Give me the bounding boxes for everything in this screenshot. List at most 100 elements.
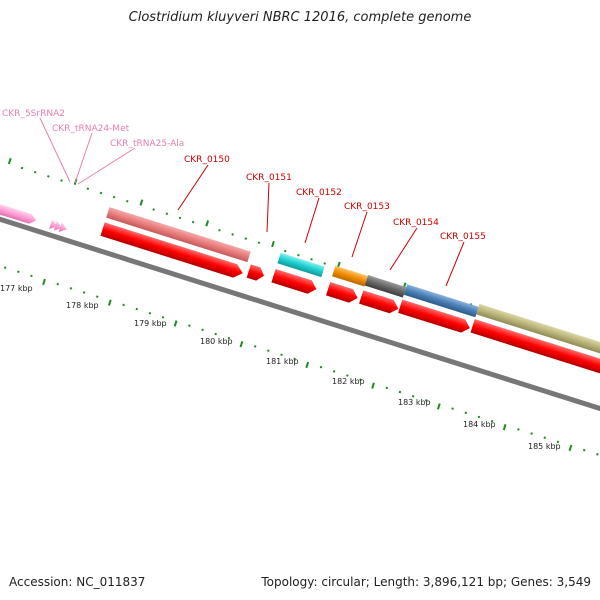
scale-label-182: 182 kbp (332, 377, 365, 386)
genome-summary-label: Topology: circular; Length: 3,896,121 bp… (261, 575, 591, 589)
cds-ckr-0154[interactable] (359, 290, 400, 315)
label-ckr-trna24-met[interactable]: CKR_tRNA24-Met (52, 124, 130, 134)
minor-tick (56, 282, 60, 286)
minor-tick (359, 378, 362, 381)
minor-tick (280, 353, 283, 356)
minor-tick (201, 328, 204, 332)
minor-tick (165, 212, 169, 215)
minor-tick (188, 324, 191, 327)
label-ckr-0151[interactable]: CKR_0151 (246, 173, 292, 183)
feature-ckr-0152[interactable] (277, 252, 325, 278)
label-ckr-0154[interactable]: CKR_0154 (393, 218, 439, 228)
cds-ckr-0151[interactable] (246, 264, 266, 282)
feature-ckr-0154[interactable] (364, 275, 407, 298)
minor-tick (267, 349, 270, 352)
scale-label-177: 177 kbp (0, 284, 33, 293)
minor-tick (191, 220, 195, 224)
feature-ckr-0150[interactable] (106, 207, 251, 263)
minor-tick (112, 195, 116, 199)
label-ckr-5srrna2[interactable]: CKR_5SrRNA2 (2, 109, 65, 119)
accession-label: Accession: NC_011837 (9, 575, 146, 589)
minor-tick (218, 229, 221, 232)
minor-tick (425, 399, 428, 402)
callout-line-ckr-0152 (304, 197, 320, 244)
scale-label-179: 179 kbp (134, 319, 167, 328)
label-ckr-0155[interactable]: CKR_0155 (440, 232, 486, 242)
minor-tick (530, 432, 533, 435)
cds-track (100, 222, 600, 382)
callout-line-trna-ala (77, 147, 136, 185)
minor-tick (122, 303, 125, 307)
label-ckr-0153[interactable]: CKR_0153 (344, 202, 390, 212)
scale-label-178: 178 kbp (66, 301, 99, 310)
cds-next[interactable] (470, 319, 600, 382)
scale-label-181: 181 kbp (266, 357, 299, 366)
minor-tick (451, 407, 454, 410)
minor-tick (253, 345, 257, 348)
major-tick (502, 424, 507, 431)
minor-tick (20, 166, 24, 170)
major-tick (239, 341, 244, 348)
major-tick (7, 157, 12, 165)
minor-tick (411, 394, 415, 398)
minor-tick (86, 187, 90, 191)
minor-tick (556, 440, 560, 444)
minor-tick (95, 295, 99, 298)
callout-line-ckr-0154 (389, 227, 418, 271)
rna-labels: CKR_5SrRNA2 CKR_tRNA24-Met CKR_tRNA25-Al… (2, 109, 184, 149)
callout-line-ckr-0155 (445, 241, 465, 287)
feature-ckr-0153[interactable] (332, 265, 368, 287)
label-ckr-0152[interactable]: CKR_0152 (296, 188, 342, 198)
callout-lines (39, 117, 465, 287)
minor-tick (3, 266, 7, 269)
scale-labels: 177 kbp 178 kbp 179 kbp 180 kbp 181 kbp … (0, 284, 561, 451)
major-tick (173, 320, 178, 327)
trna-ala-feature-b[interactable] (58, 222, 69, 234)
minor-tick (596, 453, 599, 456)
scale-label-183: 183 kbp (398, 398, 431, 407)
minor-tick (69, 287, 73, 290)
minor-tick (283, 249, 287, 253)
scale-label-185: 185 kbp (528, 442, 561, 451)
minor-tick (99, 191, 103, 195)
callout-line-trna-met (74, 132, 93, 184)
rna-track (0, 200, 69, 234)
minor-tick (17, 270, 20, 273)
minor-tick (244, 237, 248, 240)
minor-tick (323, 262, 326, 265)
genome-backbone (0, 212, 600, 416)
genome-title: Clostridium kluyveri NBRC 12016, complet… (128, 10, 472, 25)
gene-labels: CKR_0150 CKR_0151 CKR_0152 CKR_0153 CKR_… (184, 155, 486, 242)
label-ckr-trna25-ala[interactable]: CKR_tRNA25-Ala (110, 139, 184, 149)
major-tick (107, 299, 112, 306)
callout-line-ckr-0151 (266, 182, 270, 233)
callout-line-rrna (39, 117, 71, 183)
minor-tick (464, 411, 468, 415)
cds-ckr-0155[interactable] (398, 299, 472, 334)
minor-tick (33, 170, 37, 174)
minor-tick (126, 199, 129, 203)
major-tick (305, 361, 310, 369)
scale-label-180: 180 kbp (200, 337, 233, 346)
feature-next[interactable] (476, 303, 600, 363)
callout-line-ckr-0150 (177, 164, 209, 211)
inner-tick-row (3, 266, 599, 456)
minor-tick (543, 436, 546, 439)
minor-tick (293, 357, 296, 361)
minor-tick (319, 365, 323, 369)
cds-ckr-0152[interactable] (271, 268, 318, 296)
cds-ckr-0153[interactable] (326, 282, 360, 305)
minor-tick (582, 448, 586, 452)
label-ckr-0150[interactable]: CKR_0150 (184, 155, 230, 165)
minor-tick (47, 175, 50, 178)
minor-tick (477, 415, 481, 419)
rrna-5s-feature[interactable] (0, 200, 38, 226)
major-tick (139, 199, 144, 206)
minor-tick (60, 179, 63, 182)
minor-tick (178, 216, 182, 220)
cds-ckr-0150[interactable] (100, 222, 244, 280)
minor-tick (227, 336, 231, 340)
feature-ckr-0155[interactable] (403, 284, 479, 318)
